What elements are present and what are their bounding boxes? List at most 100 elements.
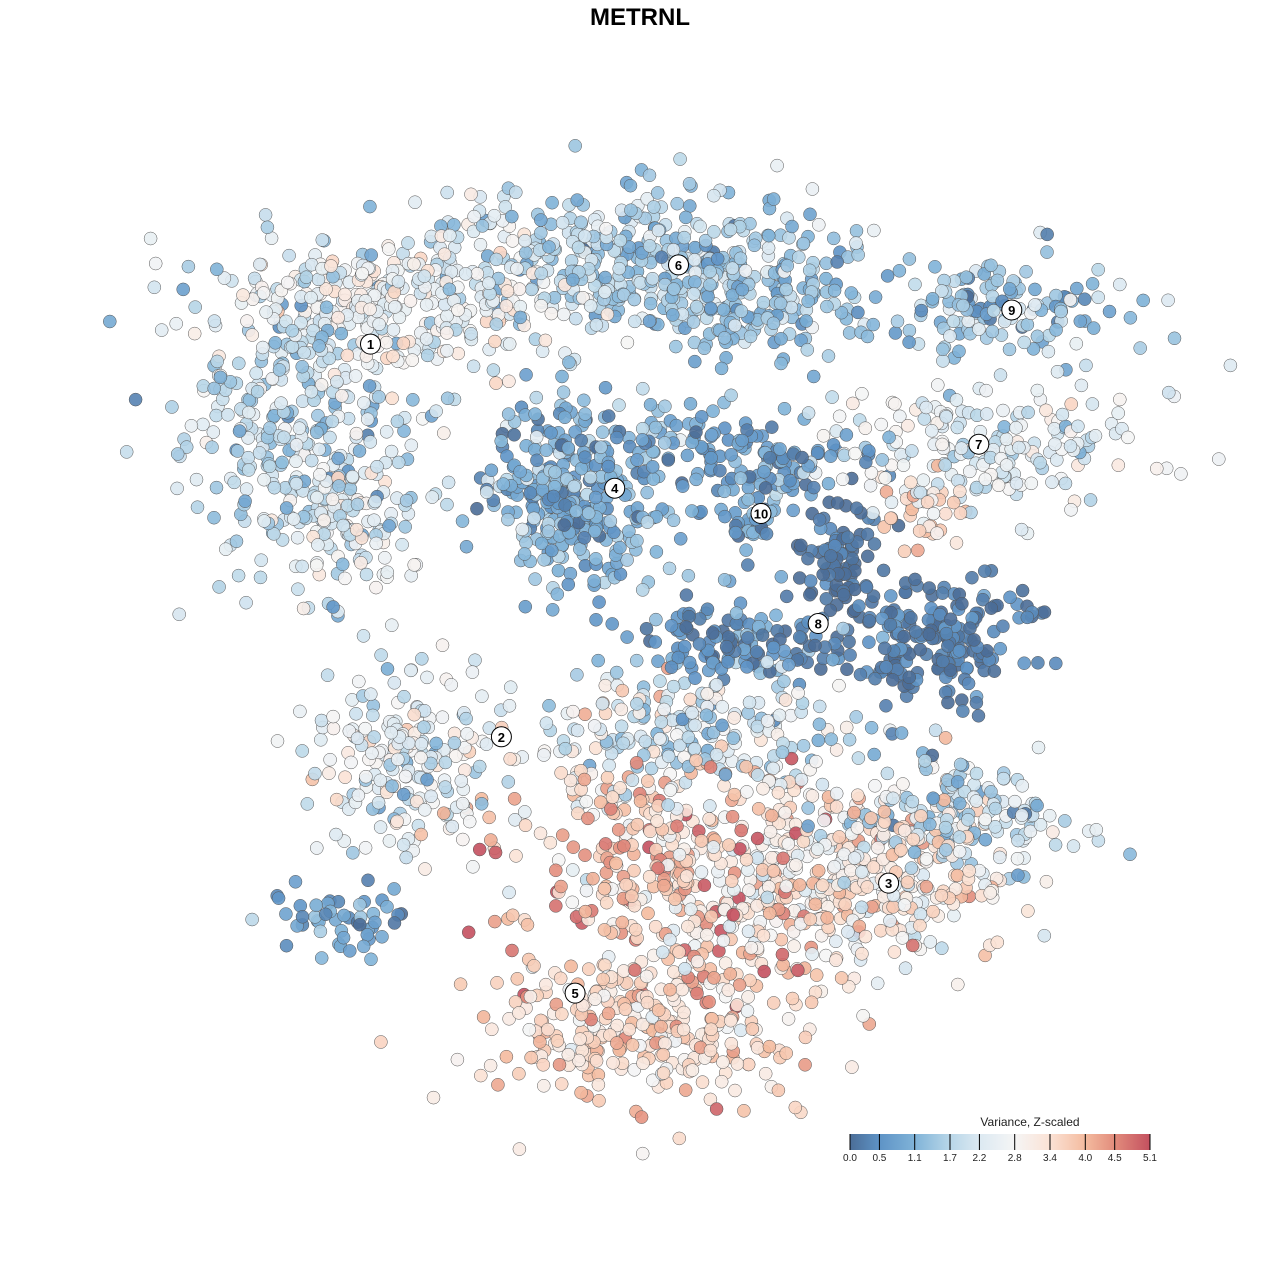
- data-point: [1023, 824, 1038, 839]
- data-point: [613, 540, 627, 555]
- data-point: [569, 311, 583, 326]
- data-point: [395, 537, 409, 552]
- data-point: [624, 203, 638, 217]
- data-point: [718, 767, 733, 782]
- data-point: [460, 727, 474, 741]
- data-point: [507, 792, 522, 806]
- data-point: [390, 414, 405, 429]
- data-point: [181, 259, 196, 274]
- data-point: [170, 447, 185, 461]
- data-point: [522, 1022, 537, 1037]
- data-point: [677, 1005, 691, 1020]
- data-point: [884, 589, 898, 603]
- data-point: [647, 200, 661, 214]
- data-point: [578, 904, 593, 919]
- data-point: [646, 1073, 660, 1088]
- data-point: [685, 504, 699, 518]
- data-point: [703, 760, 718, 774]
- data-point: [700, 687, 714, 701]
- data-point: [766, 316, 781, 331]
- data-point: [967, 633, 981, 647]
- data-point: [762, 906, 777, 921]
- data-point: [646, 472, 661, 486]
- data-point: [558, 498, 572, 512]
- colorbar-ticks: [849, 1134, 1151, 1150]
- data-point: [999, 432, 1014, 446]
- data-point: [741, 1057, 756, 1072]
- data-point: [839, 720, 854, 735]
- data-point: [587, 574, 601, 588]
- data-point: [417, 269, 432, 283]
- data-point: [299, 270, 314, 284]
- data-point: [678, 1083, 693, 1097]
- data-point: [335, 557, 350, 572]
- data-point: [741, 492, 755, 507]
- data-point: [859, 455, 873, 470]
- data-point: [450, 1052, 465, 1067]
- data-point: [554, 879, 568, 894]
- data-point: [295, 559, 309, 574]
- data-point: [345, 469, 360, 484]
- data-point: [979, 383, 993, 398]
- cluster-label-marker: [878, 872, 900, 894]
- data-point: [568, 139, 582, 153]
- data-point: [440, 497, 454, 512]
- data-point: [1015, 779, 1029, 793]
- data-point: [897, 898, 912, 912]
- data-point: [978, 472, 993, 486]
- data-point: [860, 549, 875, 564]
- data-point: [313, 924, 328, 939]
- data-point: [633, 794, 648, 808]
- data-point: [864, 720, 879, 735]
- data-point: [979, 407, 994, 421]
- data-point: [742, 695, 757, 710]
- data-point: [751, 802, 766, 816]
- data-point: [343, 944, 357, 958]
- data-point: [190, 500, 205, 514]
- data-point: [838, 897, 852, 912]
- data-point: [851, 248, 865, 262]
- data-point: [279, 501, 294, 515]
- data-point: [1113, 277, 1127, 292]
- data-point: [880, 269, 895, 283]
- data-point: [806, 369, 821, 384]
- data-point: [884, 511, 898, 525]
- data-point: [875, 453, 889, 467]
- data-point: [745, 1022, 760, 1036]
- data-point: [361, 873, 375, 888]
- data-point: [905, 444, 919, 458]
- data-point: [925, 292, 940, 306]
- data-point: [534, 213, 548, 227]
- colorbar-tick-label: 2.8: [1007, 1153, 1022, 1164]
- data-point: [523, 486, 538, 500]
- data-point: [1054, 304, 1068, 319]
- data-point: [561, 441, 576, 455]
- data-point: [470, 501, 484, 516]
- data-point: [169, 316, 183, 331]
- data-point: [1040, 227, 1054, 242]
- data-point: [566, 863, 580, 877]
- data-point: [310, 841, 324, 855]
- data-point: [536, 1058, 550, 1072]
- colorbar-tick-label: 0.5: [872, 1153, 887, 1164]
- data-point: [1074, 378, 1089, 393]
- data-point: [1037, 928, 1052, 943]
- data-point: [275, 455, 289, 470]
- data-point: [775, 745, 790, 759]
- data-point: [245, 912, 259, 927]
- data-point: [297, 345, 311, 360]
- data-point: [317, 513, 331, 528]
- data-point: [996, 403, 1010, 418]
- data-point: [408, 195, 422, 209]
- data-point: [1133, 341, 1147, 355]
- data-point: [733, 251, 748, 266]
- data-point: [1058, 814, 1072, 828]
- data-point: [363, 199, 377, 214]
- data-point: [455, 514, 470, 528]
- data-point: [1003, 590, 1017, 605]
- data-point: [574, 433, 588, 448]
- data-point: [645, 271, 660, 286]
- data-point: [344, 755, 358, 770]
- data-point: [380, 900, 394, 914]
- data-point: [883, 617, 898, 632]
